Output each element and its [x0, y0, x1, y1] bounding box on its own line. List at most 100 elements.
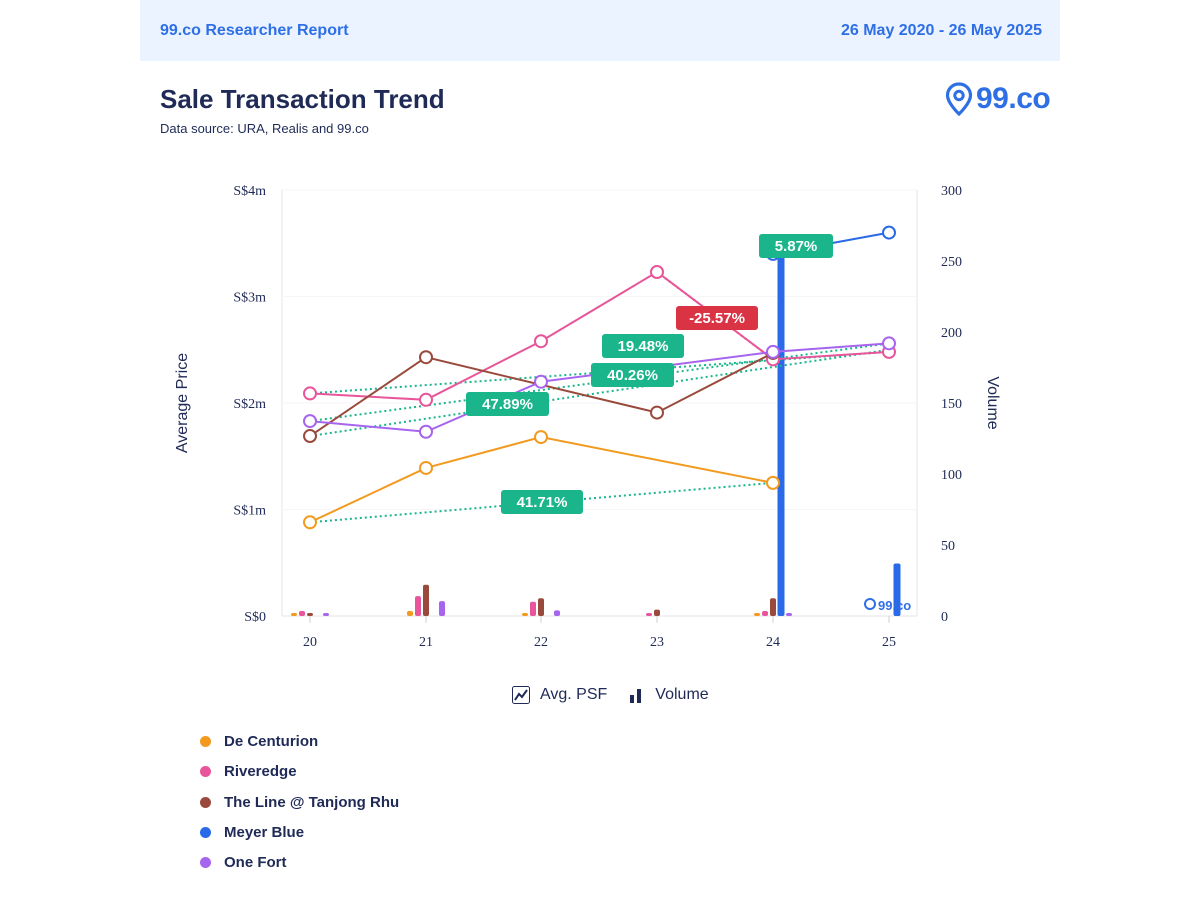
percent-badge: 47.89%: [466, 392, 549, 416]
series-marker: [419, 460, 433, 475]
legend-label: De Centurion: [224, 733, 319, 750]
volume-bar: [538, 598, 544, 616]
report-label: 99.co Researcher Report: [160, 22, 349, 39]
volume-bar: [893, 563, 901, 616]
chart-subtitle: Data source: URA, Realis and 99.co: [160, 121, 369, 136]
volume-bar: [770, 598, 776, 616]
badge-bg: [759, 234, 833, 258]
legend-dot: [200, 826, 211, 838]
series-marker: [534, 334, 548, 349]
date-range: 26 May 2020 - 26 May 2025: [840, 22, 1042, 39]
x-tick-label: 25: [882, 635, 896, 650]
y-left-tick-label: S$1m: [233, 504, 266, 519]
mode-legend: Avg. PSF Volume: [512, 686, 729, 704]
chart-title: Sale Transaction Trend: [160, 84, 445, 114]
line-chart-icon: [512, 686, 530, 704]
y-left-tick-label: S$4m: [233, 184, 266, 199]
badge-label: 41.71%: [517, 494, 568, 511]
legend-item[interactable]: Meyer Blue: [200, 824, 304, 841]
volume-bar: [291, 613, 297, 616]
mode-avg-psf[interactable]: Avg. PSF: [512, 686, 607, 704]
y-right-tick-label: 50: [941, 539, 955, 554]
volume-bar: [307, 613, 313, 616]
series-marker: [303, 414, 317, 429]
badge-label: 47.89%: [482, 396, 533, 413]
legend-label: Meyer Blue: [224, 823, 305, 841]
x-tick-label: 24: [766, 635, 780, 650]
legend-item[interactable]: The Line @ Tanjong Rhu: [200, 794, 399, 811]
legend-dot: [200, 736, 211, 747]
badge-bg: [591, 363, 674, 387]
series-marker: [882, 336, 896, 351]
series-marker: [303, 386, 317, 401]
legend-label: Riveredge: [224, 763, 297, 781]
series-marker: [882, 225, 896, 240]
volume-bar: [415, 596, 421, 616]
y-right-tick-label: 250: [941, 255, 962, 270]
percent-badge: 19.48%: [602, 334, 684, 358]
x-tick-label: 23: [650, 635, 664, 650]
badge-bg: [676, 306, 758, 330]
series-line: [309, 270, 890, 401]
legend-label: The Line @ Tanjong Rhu: [224, 793, 400, 811]
watermark-logo: 99.co: [864, 598, 911, 613]
badge-bg: [501, 490, 583, 514]
series-marker: [534, 430, 548, 445]
badge-bg: [466, 392, 549, 416]
percent-badge: 5.87%: [759, 234, 833, 258]
volume-bar: [522, 613, 528, 616]
percent-badge: -25.57%: [676, 306, 758, 330]
y-left-tick-label: S$2m: [233, 397, 266, 412]
y-right-tick-label: 200: [941, 326, 962, 341]
percent-badge: 41.71%: [501, 490, 583, 514]
volume-bar: [423, 584, 429, 616]
y-right-tick-label: 300: [941, 184, 962, 199]
series-marker: [419, 424, 433, 439]
series-marker: [303, 429, 317, 444]
legend-item[interactable]: De Centurion: [200, 733, 318, 750]
series-marker: [766, 475, 780, 490]
legend-label: One Fort: [224, 854, 287, 872]
legend-dot: [200, 766, 211, 778]
x-tick-label: 22: [534, 635, 548, 650]
y-right-tick-label: 150: [941, 397, 962, 412]
volume-bar: [654, 609, 660, 616]
volume-bar: [323, 613, 329, 616]
y-left-tick-label: S$0: [244, 610, 266, 625]
trend-line: [309, 348, 890, 438]
mode-volume-label: Volume: [655, 686, 709, 703]
watermark-pin-icon: [864, 598, 876, 610]
volume-bar: [646, 613, 652, 616]
badge-label: 40.26%: [607, 367, 658, 384]
x-tick-label: 21: [419, 635, 433, 650]
series-line: [309, 436, 774, 524]
volume-bar: [299, 611, 305, 616]
mode-avg-psf-label: Avg. PSF: [540, 686, 608, 703]
y-left-axis-title: Average Price: [174, 353, 191, 453]
volume-bar: [754, 613, 760, 616]
series-marker: [303, 515, 317, 530]
mode-volume[interactable]: Volume: [627, 686, 709, 704]
location-pin-icon: [945, 82, 973, 116]
y-right-axis-title: Volume: [984, 376, 1001, 429]
badge-label: 19.48%: [618, 338, 669, 355]
series-marker: [650, 265, 664, 280]
legend-item[interactable]: One Fort: [200, 854, 287, 871]
series-marker: [419, 392, 433, 407]
trend-line: [309, 342, 890, 423]
volume-bar: [530, 601, 536, 616]
legend-item[interactable]: Riveredge: [200, 763, 297, 780]
volume-bar: [786, 613, 792, 616]
volume-bar: [762, 611, 768, 616]
bar-chart-icon: [630, 689, 642, 703]
y-right-tick-label: 0: [941, 610, 948, 625]
legend-dot: [200, 857, 211, 869]
volume-bar: [407, 611, 413, 616]
badge-bg: [602, 334, 684, 358]
series-marker: [650, 405, 664, 420]
series-marker: [419, 350, 433, 365]
volume-bar: [777, 252, 785, 617]
badge-label: 5.87%: [775, 238, 818, 255]
percent-badge: 40.26%: [591, 363, 674, 387]
